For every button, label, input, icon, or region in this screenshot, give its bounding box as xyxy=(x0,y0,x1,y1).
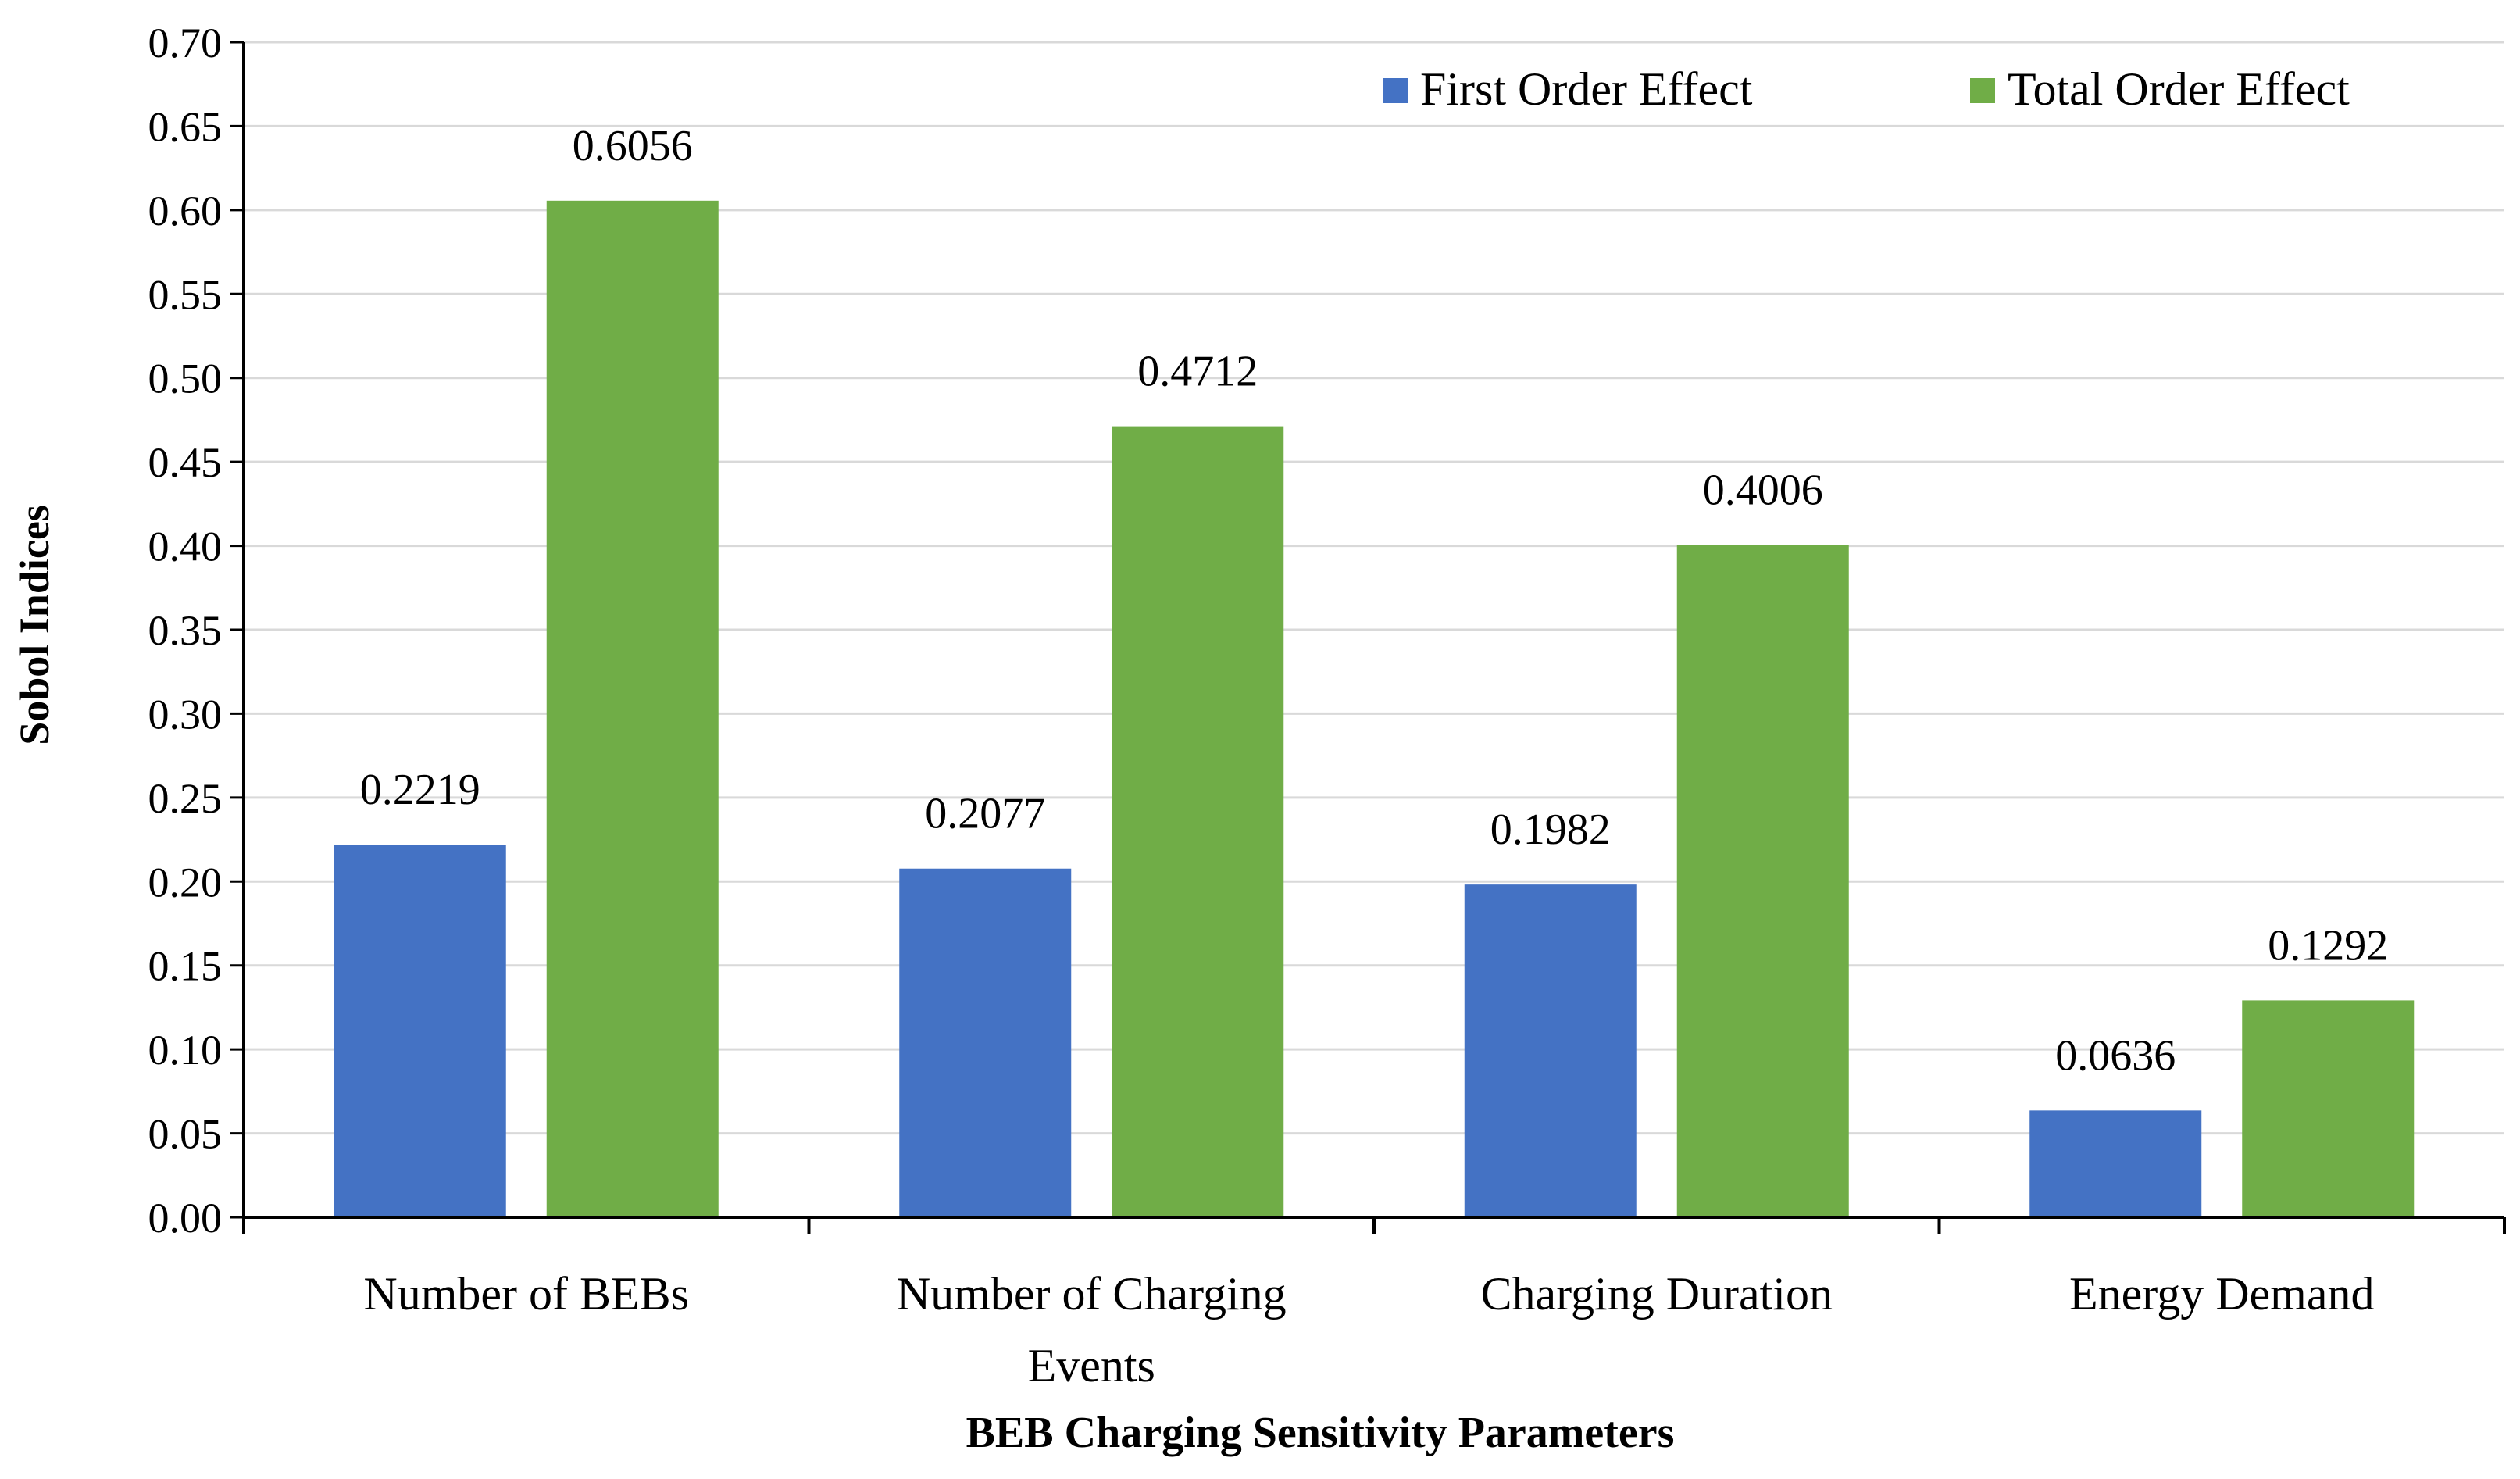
y-tick-label: 0.00 xyxy=(148,1195,223,1241)
bar-first-order xyxy=(1464,884,1637,1217)
x-tick-label: Energy Demand xyxy=(2069,1268,2374,1320)
bar-total-order xyxy=(546,200,719,1217)
x-tick-label: Number of Charging xyxy=(897,1268,1287,1320)
data-label: 0.2219 xyxy=(360,766,480,814)
y-tick-label: 0.70 xyxy=(148,20,223,66)
bar-first-order xyxy=(2029,1110,2202,1217)
y-tick-label: 0.20 xyxy=(148,859,223,906)
data-label: 0.4006 xyxy=(1703,466,1823,514)
legend-label: First Order Effect xyxy=(1420,63,1753,115)
x-tick-labels: Number of BEBs Number of Charging Events Ch… xyxy=(363,1268,2374,1391)
data-label: 0.1982 xyxy=(1490,806,1611,854)
x-axis-title: BEB Charging Sensitivity Parameters xyxy=(966,1409,1675,1457)
y-tick-label: 0.35 xyxy=(148,607,223,654)
y-tick-label: 0.40 xyxy=(148,523,223,570)
legend: First Order Effect Total Order Effect xyxy=(1383,63,2350,115)
bar-first-order xyxy=(334,845,506,1217)
data-label: 0.0636 xyxy=(2055,1031,2176,1080)
bar-total-order xyxy=(1676,545,1849,1217)
x-tick-label: Number of BEBs xyxy=(363,1268,689,1320)
y-tick-label: 0.45 xyxy=(148,439,223,486)
y-tick-label: 0.25 xyxy=(148,775,223,822)
y-tick-label: 0.05 xyxy=(148,1111,223,1158)
bar-total-order xyxy=(2242,1000,2415,1217)
legend-swatch xyxy=(1970,78,1995,103)
bar-first-order xyxy=(899,868,1072,1217)
y-tick-label: 0.60 xyxy=(148,188,223,234)
data-label: 0.1292 xyxy=(2268,921,2388,970)
y-tick-label: 0.50 xyxy=(148,355,223,402)
data-label: 0.4712 xyxy=(1137,348,1258,396)
x-tick-label: Events xyxy=(1028,1340,1155,1391)
data-label: 0.2077 xyxy=(925,790,1045,838)
legend-swatch xyxy=(1383,78,1408,103)
y-tick-label: 0.55 xyxy=(148,271,223,318)
data-labels: 0.2219 0.2077 0.1982 0.0636 0.6056 0.4712 0.40… xyxy=(360,122,2389,1081)
bars xyxy=(334,200,2415,1217)
bar-total-order xyxy=(1112,426,1284,1217)
y-tick-label: 0.65 xyxy=(148,103,223,150)
y-tick-labels: 0.00 0.05 0.10 0.15 0.20 0.25 0.30 0.35 0.40 0.45… xyxy=(148,20,244,1241)
y-tick-label: 0.10 xyxy=(148,1027,223,1074)
y-tick-label: 0.30 xyxy=(148,691,223,738)
data-label: 0.6056 xyxy=(573,122,693,170)
x-tick-label: Charging Duration xyxy=(1481,1268,1833,1320)
y-axis-title: Sobol Indices xyxy=(11,505,58,745)
legend-label: Total Order Effect xyxy=(2008,63,2350,115)
y-tick-label: 0.15 xyxy=(148,943,223,990)
